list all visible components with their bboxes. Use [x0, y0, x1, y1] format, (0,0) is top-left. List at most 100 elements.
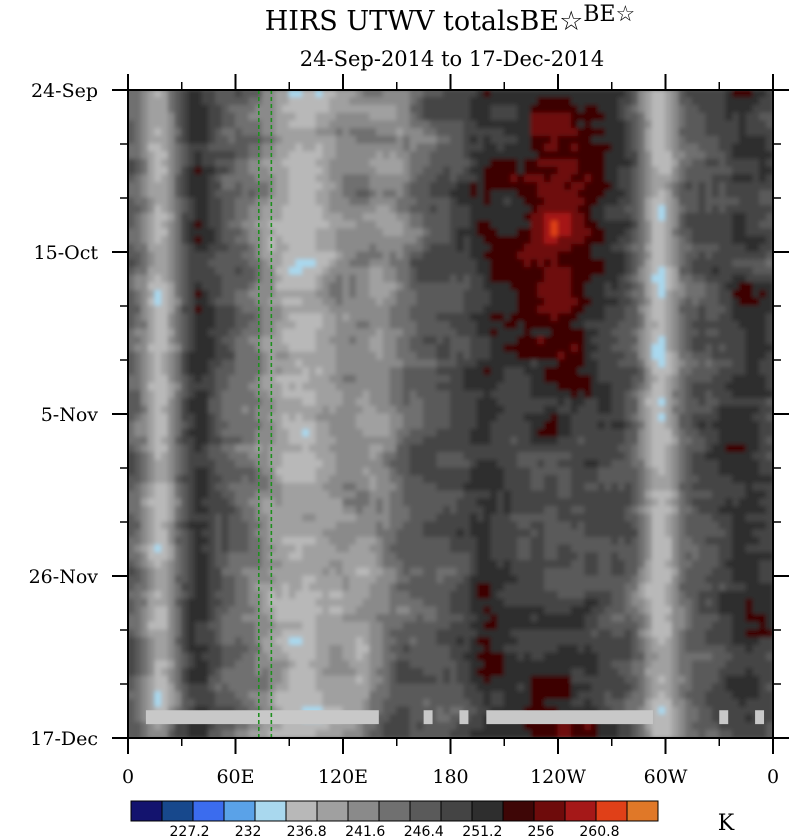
- heatmap-cell: [201, 452, 210, 461]
- heatmap-cell: [161, 151, 169, 160]
- heatmap-cell: [248, 120, 257, 130]
- heatmap-cell: [685, 251, 693, 261]
- heatmap-cell: [691, 189, 700, 199]
- heatmap-cell: [389, 104, 398, 114]
- heatmap-cell: [174, 359, 183, 369]
- heatmap-cell: [423, 482, 431, 492]
- heatmap-cell: [651, 413, 660, 423]
- heatmap-cell: [221, 436, 230, 446]
- heatmap-cell: [382, 382, 391, 392]
- heatmap-cell: [402, 228, 411, 238]
- heatmap-cell: [691, 305, 700, 315]
- heatmap-cell: [342, 197, 351, 207]
- heatmap-cell: [134, 328, 142, 338]
- heatmap-cell: [376, 251, 384, 261]
- heatmap-cell: [591, 297, 599, 307]
- heatmap-cell: [712, 459, 720, 469]
- heatmap-cell: [497, 151, 505, 160]
- heatmap-cell: [355, 104, 364, 114]
- heatmap-cell: [436, 197, 445, 207]
- heatmap-cell: [523, 390, 532, 400]
- heatmap-cell: [490, 274, 499, 284]
- heatmap-cell: [436, 174, 445, 184]
- heatmap-cell: [456, 459, 465, 469]
- heatmap-cell: [302, 104, 310, 114]
- heatmap-cell: [523, 405, 532, 415]
- heatmap-cell: [617, 336, 626, 346]
- heatmap-cell: [483, 266, 492, 276]
- heatmap-cell: [759, 452, 767, 461]
- heatmap-cell: [456, 444, 465, 454]
- heatmap-cell: [322, 128, 331, 137]
- heatmap-cell: [288, 359, 297, 369]
- heatmap-cell: [597, 413, 606, 423]
- heatmap-cell: [604, 413, 613, 423]
- heatmap-cell: [322, 228, 331, 238]
- heatmap-cell: [362, 436, 371, 446]
- heatmap-cell: [591, 251, 599, 261]
- heatmap-cell: [631, 452, 640, 461]
- heatmap-cell: [369, 158, 378, 168]
- heatmap-cell: [443, 436, 451, 446]
- heatmap-cell: [718, 482, 727, 492]
- heatmap-cell: [355, 344, 364, 353]
- heatmap-cell: [476, 282, 485, 292]
- heatmap-cell: [322, 452, 331, 461]
- heatmap-cell: [497, 444, 505, 454]
- heatmap-cell: [214, 128, 223, 137]
- heatmap-cell: [759, 390, 767, 400]
- heatmap-cell: [732, 421, 740, 430]
- heatmap-cell: [745, 467, 754, 477]
- heatmap-cell: [557, 421, 566, 430]
- heatmap-cell: [685, 266, 693, 276]
- heatmap-cell: [712, 158, 720, 168]
- heatmap-cell: [315, 135, 324, 145]
- heatmap-cell: [470, 274, 478, 284]
- heatmap-cell: [261, 182, 270, 191]
- heatmap-cell: [161, 405, 169, 415]
- heatmap-cell: [174, 382, 183, 392]
- heatmap-cell: [355, 212, 364, 222]
- heatmap-cell: [470, 305, 478, 315]
- heatmap-cell: [765, 297, 773, 307]
- heatmap-cell: [228, 313, 236, 322]
- heatmap-cell: [302, 197, 310, 207]
- heatmap-cell: [712, 174, 720, 184]
- heatmap-cell: [282, 382, 290, 392]
- heatmap-cell: [322, 374, 331, 384]
- heatmap-cell: [208, 228, 216, 238]
- heatmap-cell: [651, 259, 660, 268]
- heatmap-cell: [382, 104, 391, 114]
- heatmap-cell: [584, 205, 593, 214]
- heatmap-cell: [497, 405, 505, 415]
- heatmap-cell: [355, 305, 364, 315]
- heatmap-cell: [174, 344, 183, 353]
- heatmap-cell: [530, 398, 539, 407]
- heatmap-cell: [678, 128, 687, 137]
- heatmap-cell: [187, 290, 196, 299]
- heatmap-cell: [221, 313, 230, 322]
- heatmap-cell: [443, 374, 451, 384]
- heatmap-cell: [261, 390, 270, 400]
- heatmap-cell: [537, 182, 546, 191]
- heatmap-cell: [537, 428, 546, 438]
- heatmap-cell: [604, 259, 613, 268]
- heatmap-cell: [128, 266, 136, 276]
- heatmap-cell: [584, 390, 593, 400]
- heatmap-cell: [235, 344, 243, 353]
- heatmap-cell: [268, 228, 277, 238]
- heatmap-cell: [597, 104, 606, 114]
- heatmap-cell: [436, 344, 445, 353]
- heatmap-cell: [732, 135, 740, 145]
- heatmap-cell: [302, 274, 310, 284]
- heatmap-cell: [201, 112, 210, 122]
- heatmap-cell: [638, 452, 646, 461]
- heatmap-cell: [597, 336, 606, 346]
- heatmap-cell: [288, 351, 297, 361]
- heatmap-cell: [376, 344, 384, 353]
- heatmap-cell: [181, 436, 189, 446]
- heatmap-cell: [557, 251, 566, 261]
- heatmap-cell: [308, 97, 317, 106]
- heatmap-cell: [631, 158, 640, 168]
- heatmap-cell: [329, 90, 337, 99]
